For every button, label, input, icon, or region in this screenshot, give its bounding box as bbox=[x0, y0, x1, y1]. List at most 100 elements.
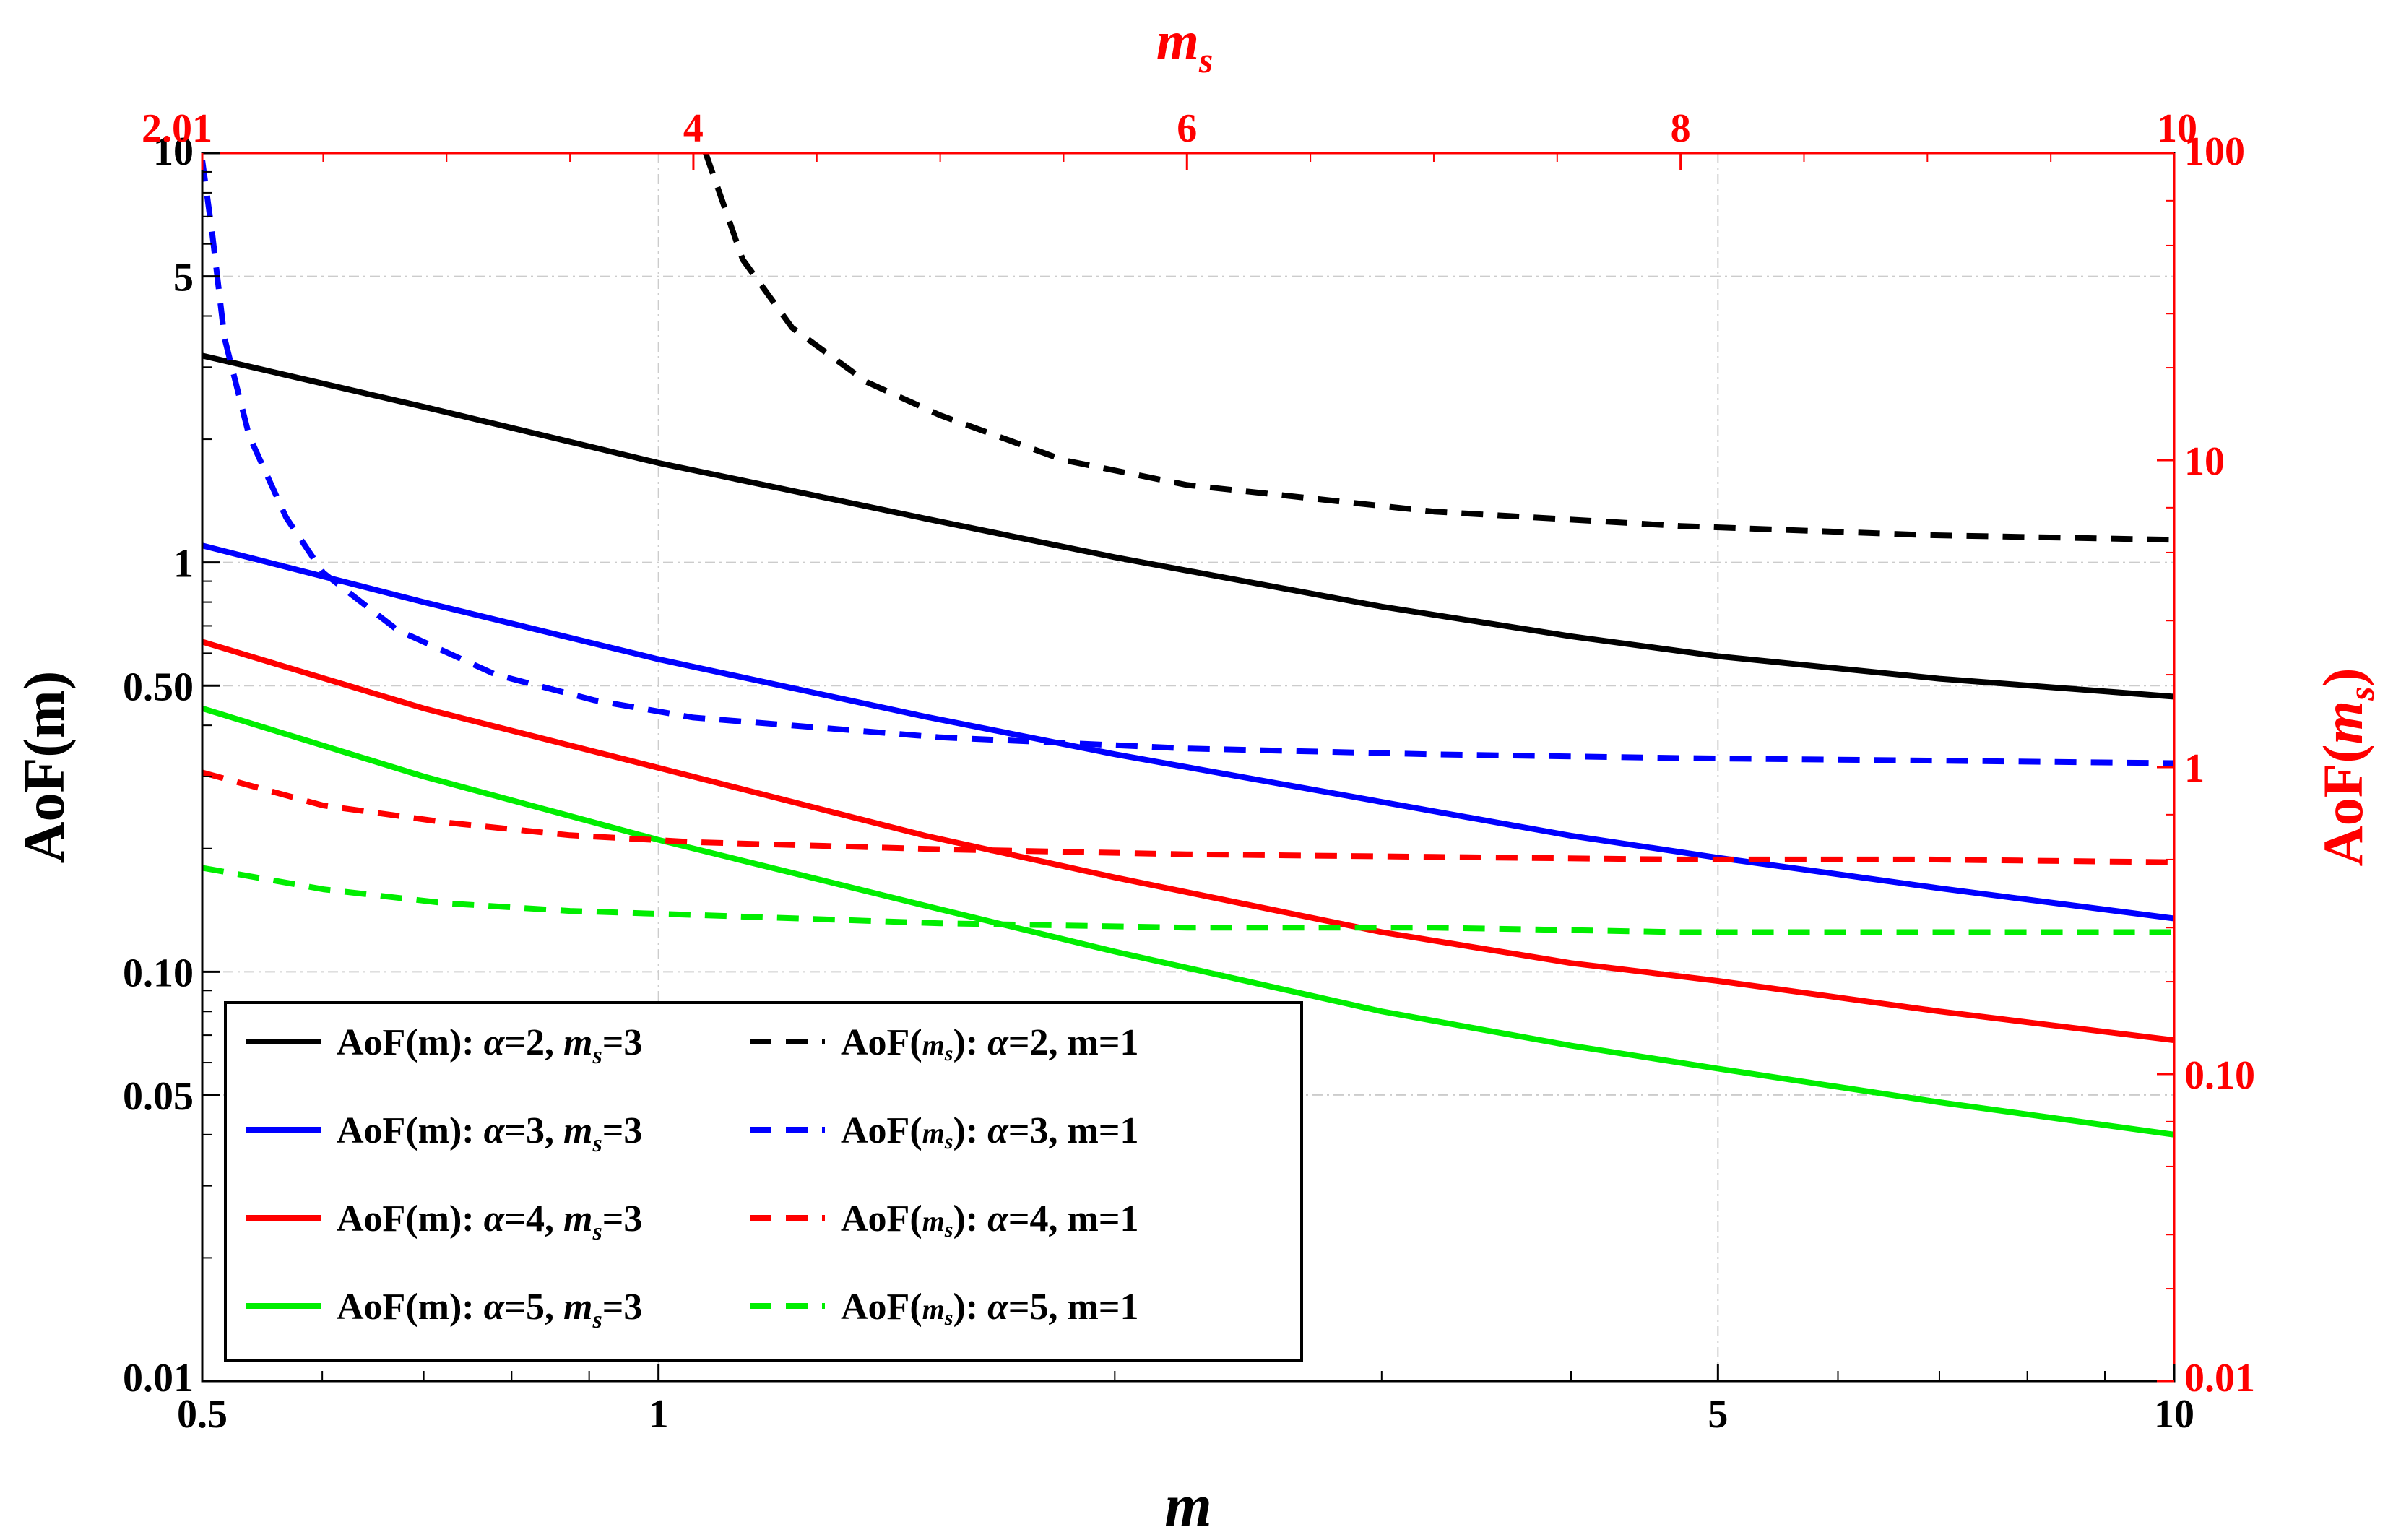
legend: AoF(m): α=2, ms=3 AoF(ms): α=2, m=1AoF(m)… bbox=[224, 1001, 1303, 1362]
right-tick-label: 100 bbox=[2184, 129, 2245, 174]
bottom-tick-label: 10 bbox=[2154, 1392, 2194, 1437]
top-tick-label: 6 bbox=[1177, 106, 1197, 151]
right-axis-title-prefix: AoF( bbox=[2311, 745, 2374, 867]
legend-label-part: m bbox=[922, 1293, 945, 1325]
bottom-tick-label: 1 bbox=[649, 1392, 669, 1437]
series-line-4 bbox=[202, 705, 2174, 1138]
legend-label: AoF(m): α=2, ms=3 bbox=[337, 1022, 642, 1069]
right-axis-title-sub: s bbox=[2341, 686, 2381, 701]
legend-label-part: s bbox=[592, 1307, 602, 1333]
legend-label-part: =2, bbox=[504, 1022, 563, 1063]
legend-label: AoF(m): α=4, ms=3 bbox=[337, 1198, 642, 1245]
left-tick-label: 10 bbox=[153, 129, 194, 174]
legend-label-part: ): bbox=[953, 1286, 987, 1328]
legend-label-part: =4, m=1 bbox=[1008, 1198, 1139, 1240]
legend-label-part: AoF(m): bbox=[337, 1286, 484, 1328]
legend-label-part: s bbox=[944, 1218, 953, 1242]
legend-label-part: m bbox=[922, 1117, 945, 1149]
legend-label-part: m bbox=[563, 1022, 592, 1063]
top-tick-label: 8 bbox=[1671, 106, 1691, 151]
top-tick-label: 10 bbox=[2157, 106, 2197, 151]
series-line-1 bbox=[202, 352, 2174, 700]
legend-label-part: =5, bbox=[504, 1286, 563, 1328]
bottom-tick-label: 0.5 bbox=[177, 1392, 228, 1437]
legend-label-part: α bbox=[484, 1198, 506, 1240]
bottom-tick-label: 5 bbox=[1708, 1392, 1728, 1437]
legend-label-part: ): bbox=[953, 1110, 987, 1151]
left-tick-label: 0.01 bbox=[123, 1356, 194, 1401]
legend-label-part: =3 bbox=[602, 1110, 643, 1151]
legend-label-part: =3 bbox=[602, 1022, 643, 1063]
legend-label-part: α bbox=[484, 1286, 506, 1328]
right-tick-label: 0.10 bbox=[2184, 1053, 2255, 1098]
top-axis-title-sub: s bbox=[1198, 40, 1213, 80]
legend-label: AoF(ms): α=3, m=1 bbox=[841, 1110, 1138, 1154]
legend-label-part: α bbox=[484, 1110, 506, 1151]
legend-label-part: α bbox=[987, 1286, 1009, 1328]
legend-label-part: =3 bbox=[602, 1286, 643, 1328]
top-axis-title-var: m bbox=[1156, 11, 1199, 72]
series-line-3 bbox=[202, 639, 2174, 1044]
legend-label-part: =4, bbox=[504, 1198, 563, 1240]
legend-label-part: AoF(m): bbox=[337, 1110, 484, 1151]
legend-label-part: AoF(m): bbox=[337, 1022, 484, 1063]
legend-label: AoF(ms): α=2, m=1 bbox=[841, 1022, 1138, 1065]
legend-label-part: AoF( bbox=[841, 1110, 922, 1151]
legend-label-part: AoF( bbox=[841, 1286, 922, 1328]
legend-label-part: =2, m=1 bbox=[1008, 1022, 1139, 1063]
series-line-6 bbox=[202, 159, 2174, 766]
legend-label-part: AoF( bbox=[841, 1198, 922, 1240]
legend-label-part: s bbox=[592, 1130, 602, 1157]
legend-label-part: α bbox=[987, 1110, 1009, 1151]
right-axis-title-var: m bbox=[2311, 701, 2374, 745]
legend-label-part: m bbox=[563, 1286, 592, 1328]
left-axis-title: AoF(m) bbox=[13, 671, 77, 864]
right-axis-title: AoF(ms) bbox=[2311, 667, 2381, 866]
legend-label-part: m bbox=[922, 1205, 945, 1237]
right-tick-label: 10 bbox=[2184, 439, 2225, 484]
left-tick-label: 5 bbox=[173, 256, 194, 300]
legend-label-part: s bbox=[592, 1219, 602, 1245]
legend-label-part: AoF(m): bbox=[337, 1198, 484, 1240]
series-layer bbox=[202, 153, 2174, 1138]
legend-label-part: =3, m=1 bbox=[1008, 1110, 1139, 1151]
left-tick-label: 0.10 bbox=[123, 951, 194, 995]
legend-label-part: α bbox=[987, 1022, 1009, 1063]
legend-label-part: ): bbox=[953, 1022, 987, 1063]
legend-label-part: AoF( bbox=[841, 1022, 922, 1063]
top-axis-title: ms bbox=[1156, 11, 1214, 80]
legend-label: AoF(ms): α=4, m=1 bbox=[841, 1198, 1138, 1242]
top-tick-label: 2.01 bbox=[142, 106, 212, 151]
legend-label-part: s bbox=[944, 1042, 953, 1065]
left-tick-label: 0.50 bbox=[123, 665, 194, 709]
series-line-8 bbox=[202, 865, 2174, 935]
legend-label-part: =3 bbox=[602, 1198, 643, 1240]
series-line-5 bbox=[703, 153, 2174, 543]
left-tick-label: 1 bbox=[173, 542, 194, 587]
series-line-7 bbox=[202, 769, 2174, 865]
legend-label-part: α bbox=[484, 1022, 506, 1063]
legend-label: AoF(m): α=3, ms=3 bbox=[337, 1110, 642, 1157]
top-tick-label: 4 bbox=[683, 106, 704, 151]
legend-label: AoF(m): α=5, ms=3 bbox=[337, 1286, 642, 1333]
legend-label-part: =3, bbox=[504, 1110, 563, 1151]
legend-label-part: α bbox=[987, 1198, 1009, 1240]
legend-label: AoF(ms): α=5, m=1 bbox=[841, 1286, 1138, 1330]
legend-label-part: s bbox=[944, 1306, 953, 1330]
series-line-2 bbox=[202, 542, 2174, 922]
legend-label-part: s bbox=[944, 1130, 953, 1154]
right-tick-label: 0.01 bbox=[2184, 1356, 2255, 1401]
legend-label-part: =5, m=1 bbox=[1008, 1286, 1139, 1328]
legend-label-part: m bbox=[563, 1110, 592, 1151]
left-tick-label: 0.05 bbox=[123, 1074, 194, 1119]
legend-label-part: s bbox=[592, 1042, 602, 1069]
legend-label-part: ): bbox=[953, 1198, 987, 1240]
legend-label-part: m bbox=[922, 1029, 945, 1061]
legend-box bbox=[224, 1001, 1303, 1362]
right-tick-label: 1 bbox=[2184, 746, 2205, 791]
legend-label-part: m bbox=[563, 1198, 592, 1240]
right-axis-title-suffix: ) bbox=[2311, 667, 2374, 686]
bottom-axis-title: m bbox=[1164, 1472, 1211, 1539]
